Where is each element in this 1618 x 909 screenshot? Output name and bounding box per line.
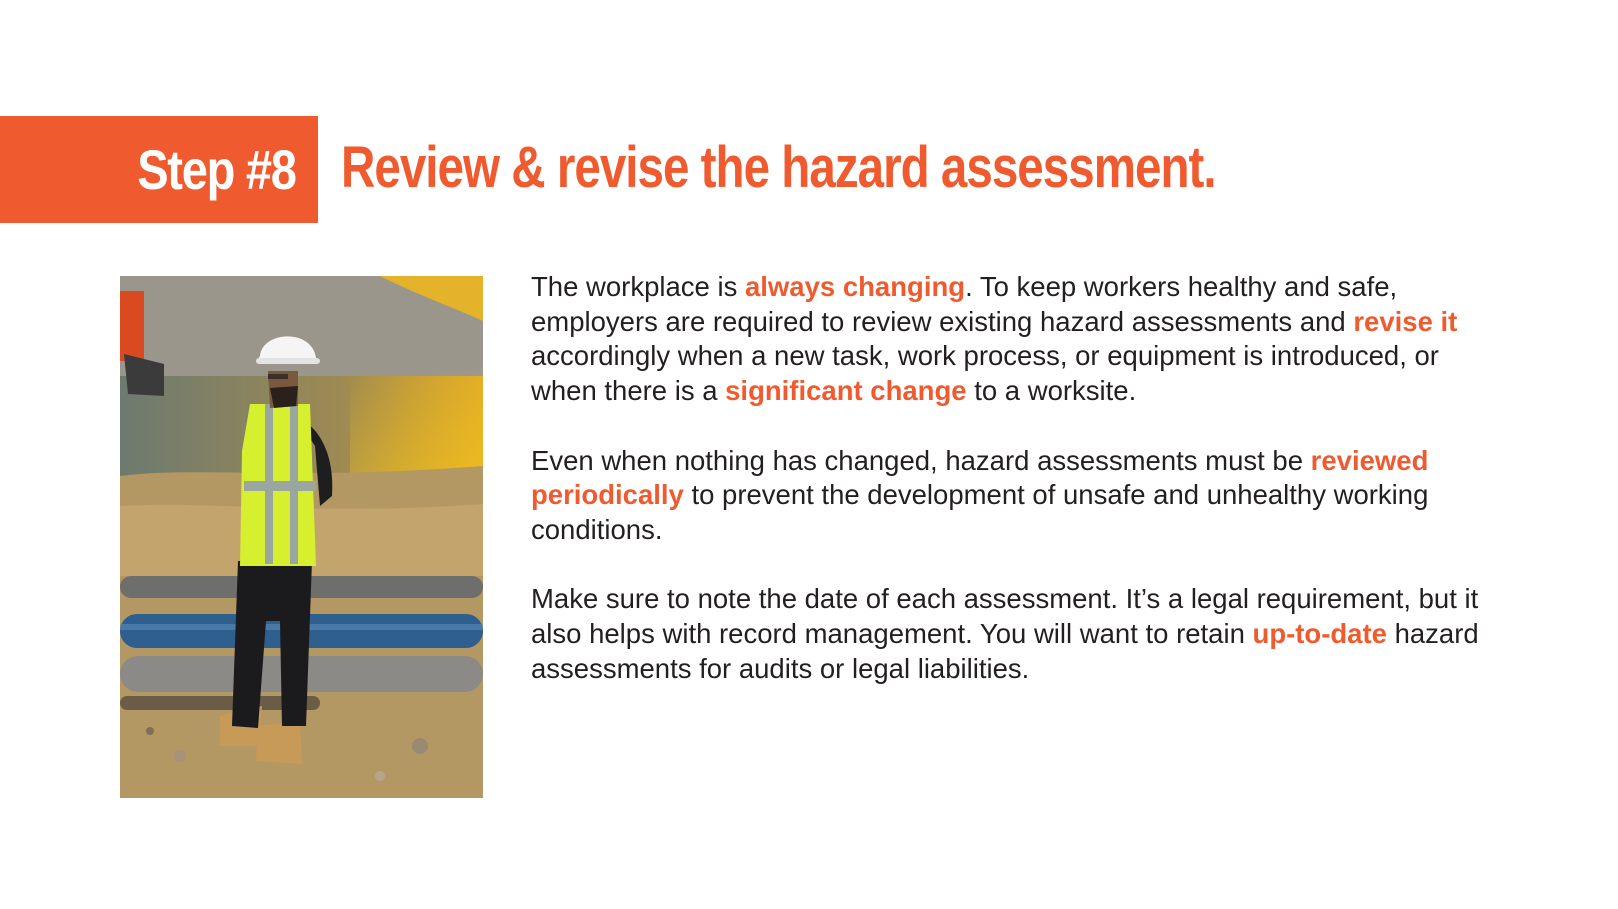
worker-photo	[120, 276, 483, 798]
worker	[220, 336, 333, 764]
highlight-significant-change: significant change	[725, 375, 967, 407]
step-badge: Step #8	[0, 116, 318, 223]
excavator-arm	[120, 291, 164, 396]
highlight-revise-it: revise it	[1353, 305, 1458, 337]
page-title: Review & revise the hazard assessment.	[341, 135, 1217, 200]
highlight-reviewed-periodically: reviewed periodically	[531, 444, 1429, 511]
paragraph-record-dates: Make sure to note the date of each asses…	[531, 583, 1479, 684]
worker-photo-illustration	[120, 276, 483, 798]
step-label: Step #8	[137, 138, 297, 201]
paragraph-periodic-review: Even when nothing has changed, hazard as…	[531, 444, 1429, 545]
highlight-always-changing: always changing	[744, 271, 966, 302]
body-text: The workplace is always changing. To kee…	[531, 270, 1491, 721]
paragraph-changes: The workplace is always changing. To kee…	[531, 271, 1458, 407]
highlight-up-to-date: up-to-date	[1252, 618, 1387, 649]
